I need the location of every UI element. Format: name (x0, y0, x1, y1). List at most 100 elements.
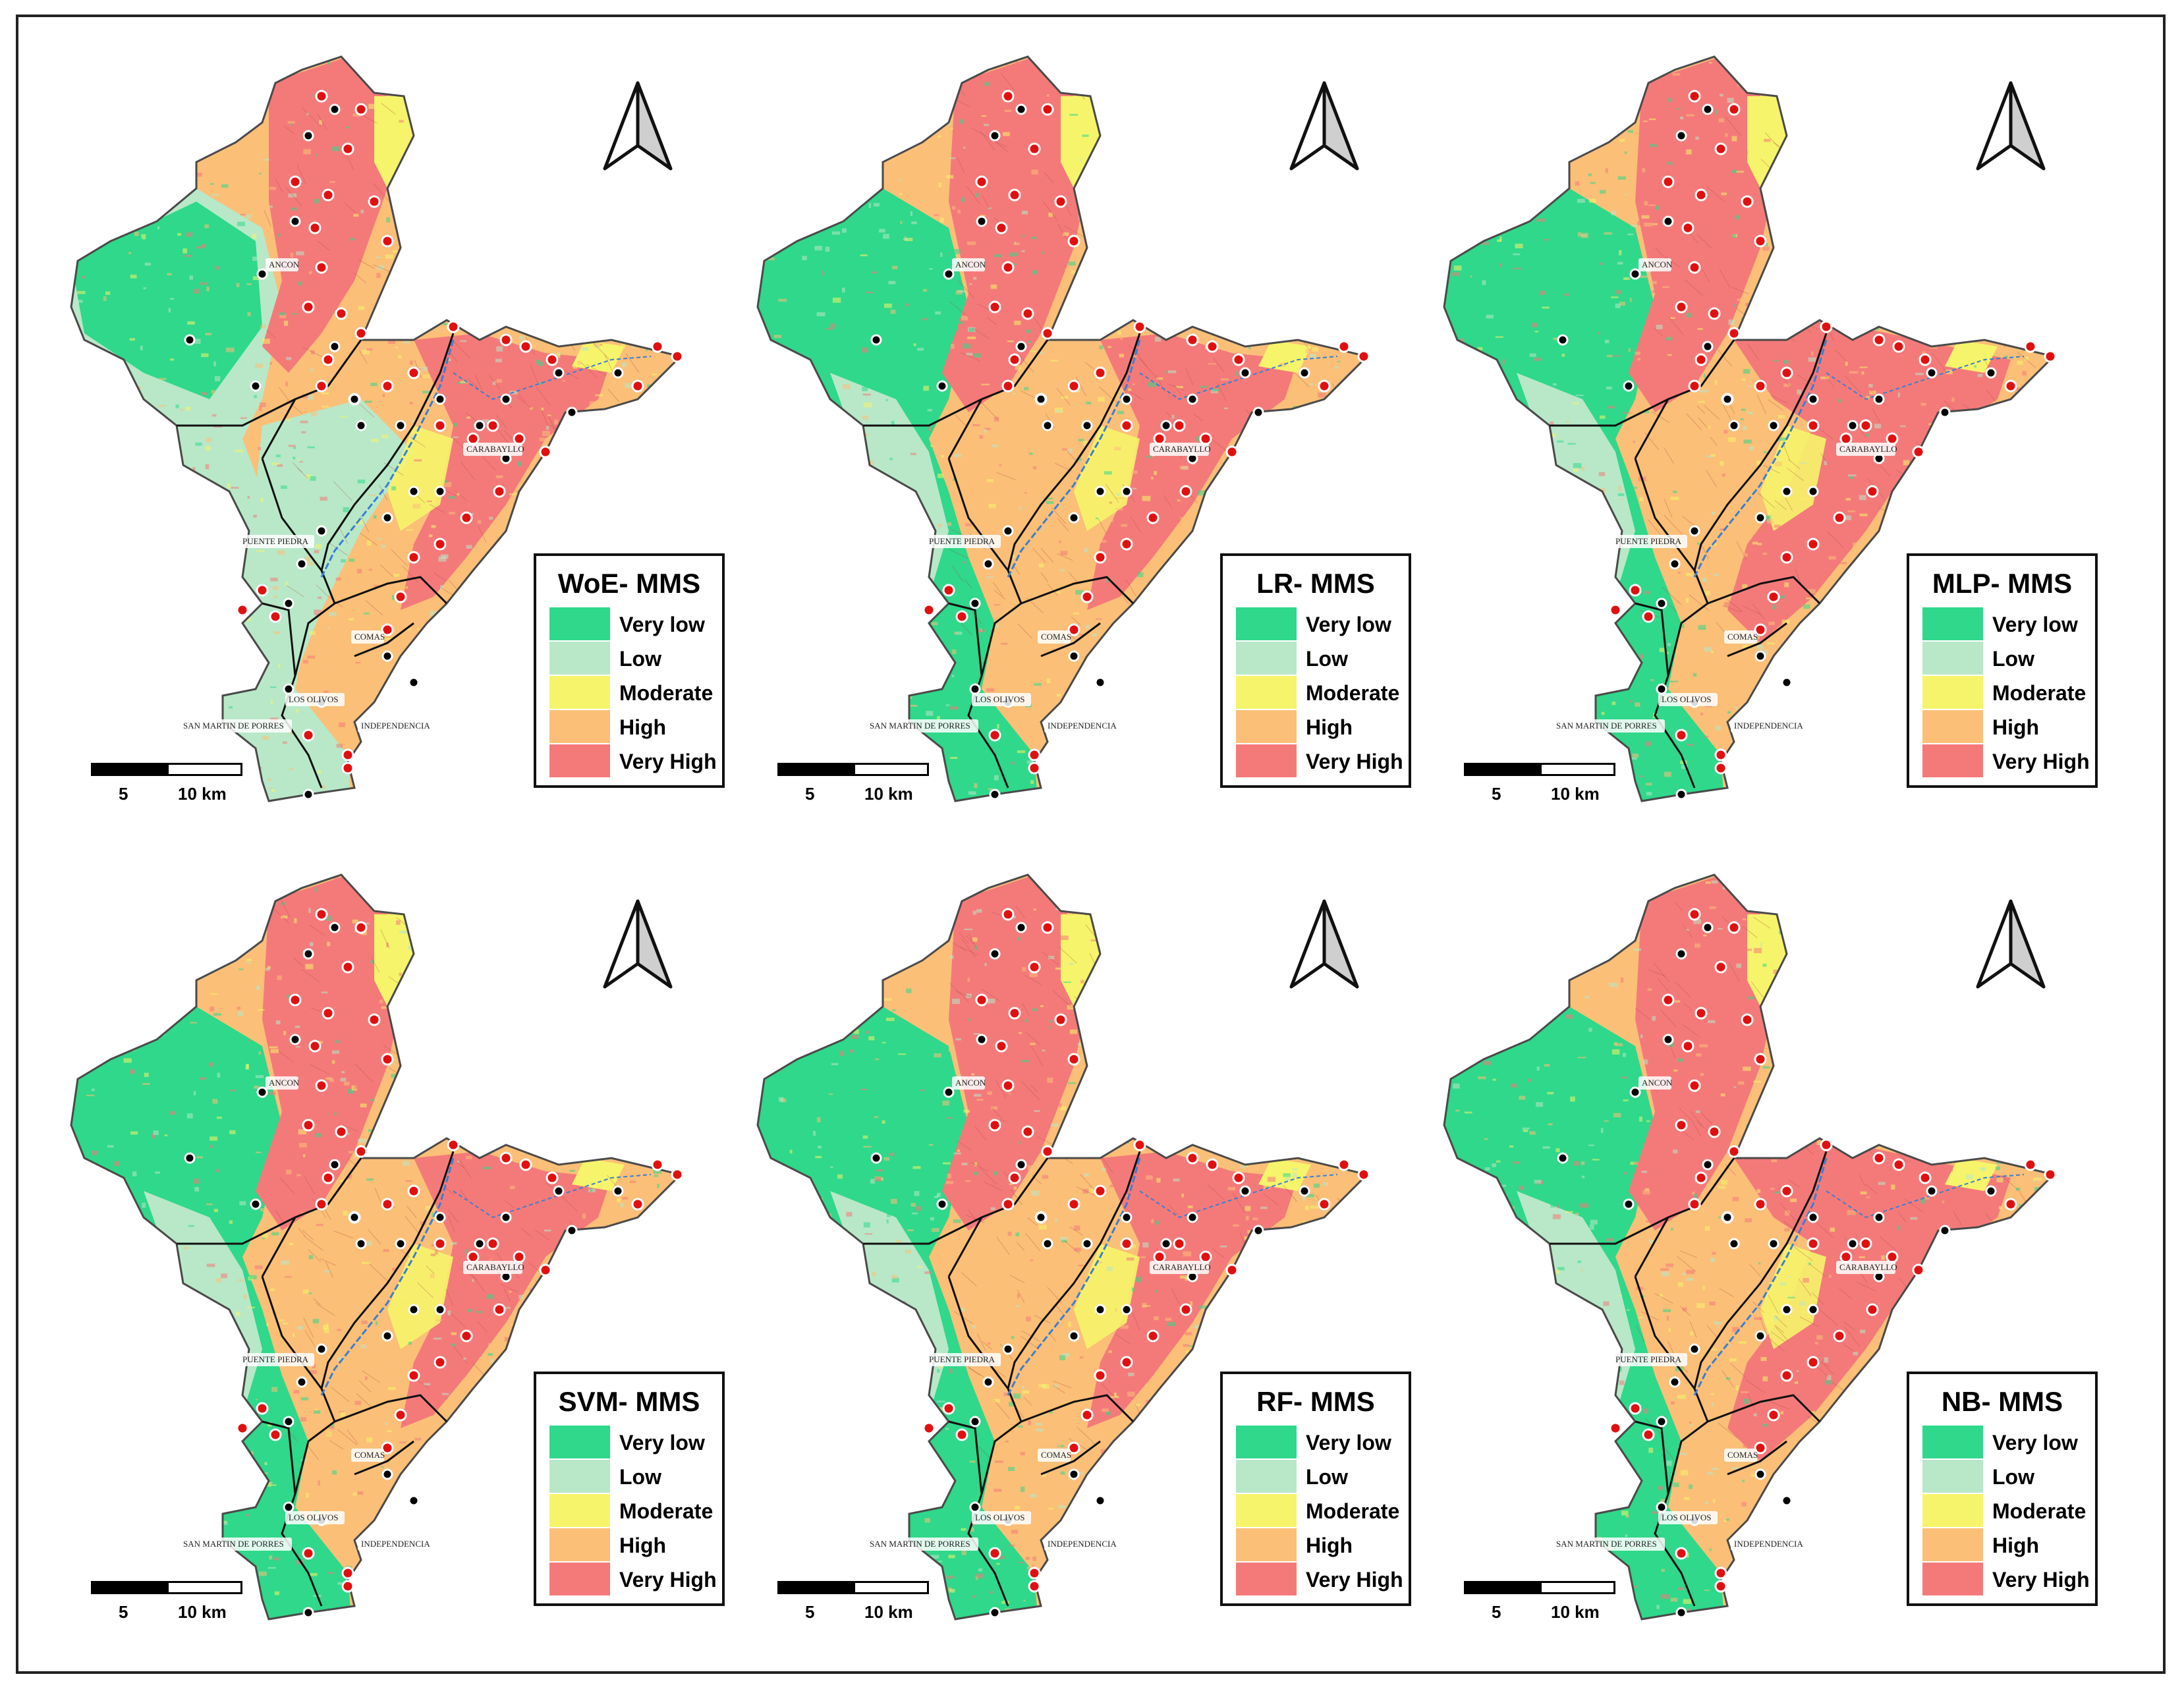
landslide-point (1153, 432, 1166, 445)
legend-swatch (1922, 1528, 1983, 1561)
non-landslide-point (1926, 367, 1938, 379)
legend-label: High (619, 1534, 667, 1557)
non-landslide-point (1557, 1152, 1569, 1164)
landslide-point (1833, 511, 1846, 524)
non-landslide-point (434, 393, 446, 405)
landslide-point (942, 1402, 955, 1415)
legend-label: Very High (619, 750, 717, 773)
non-landslide-point (1629, 1086, 1641, 1098)
non-landslide-point (1926, 1185, 1938, 1197)
legend-item: Low (1236, 642, 1407, 676)
legend-swatch (549, 1528, 610, 1561)
legend-label: Very High (1992, 1568, 2090, 1592)
scale-bar: 5 10 km (777, 763, 929, 804)
scale-bar-white-segment (1540, 1581, 1615, 1594)
landslide-point (354, 921, 368, 934)
landslide-point (315, 90, 328, 103)
landslide-point (256, 1402, 269, 1415)
non-landslide-point (1068, 1330, 1080, 1342)
legend-swatch (549, 1563, 610, 1595)
figure-frame: ANCON CARABAYLLO PUENTE PIEDRA COMAS LOS OLI… (16, 14, 2166, 1674)
landslide-point (315, 1198, 328, 1211)
non-landslide-point (355, 1238, 367, 1250)
landslide-point (394, 1408, 407, 1422)
non-landslide-point (381, 512, 393, 524)
legend-item: Moderate (1922, 676, 2094, 710)
landslide-point (1727, 1145, 1741, 1158)
non-landslide-point (395, 1238, 406, 1250)
map-legend: MLP- MMS Very low Low Moderate High Very High (1907, 553, 2098, 788)
landslide-point (1067, 379, 1080, 393)
non-landslide-point (1160, 1238, 1172, 1250)
landslide-point (407, 1369, 420, 1382)
scale-label-right: 10 km (178, 784, 227, 804)
scale-label-left: 5 (1492, 1602, 1501, 1622)
place-label-san-martin: SAN MARTIN DE PORRES (183, 721, 284, 731)
landslide-point (1675, 1547, 1688, 1560)
legend-title: WoE- MMS (557, 568, 701, 599)
landslide-point (1067, 1441, 1080, 1455)
place-label-puente-piedra: PUENTE PIEDRA (929, 536, 995, 546)
legend-label: Moderate (619, 681, 714, 705)
legend-label: Very low (1992, 613, 2078, 636)
place-label-comas: COMAS (1041, 1450, 1071, 1460)
legend-swatch (549, 676, 610, 709)
non-landslide-point (1002, 1343, 1014, 1355)
legend-label: Very low (1992, 1431, 2078, 1455)
landslide-point (322, 353, 335, 366)
place-label-ancon: ANCON (1642, 1078, 1673, 1088)
legend-swatch (1922, 676, 1983, 709)
legend-label: Moderate (1306, 681, 1400, 705)
landslide-point (1662, 175, 1675, 188)
non-landslide-point (612, 1185, 624, 1197)
scale-label-right: 10 km (1551, 1602, 1600, 1622)
non-landslide-point (1728, 1238, 1740, 1250)
landslide-point (2044, 1168, 2057, 1181)
landslide-point (1714, 762, 1727, 775)
scale-label-left: 5 (805, 1602, 815, 1622)
landslide-point (519, 340, 532, 353)
non-landslide-point (553, 367, 565, 379)
legend-label: Moderate (1992, 681, 2086, 705)
map-panel: ANCON CARABAYLLO PUENTE PIEDRA COMAS LOS OLI… (731, 30, 1449, 847)
non-landslide-point (184, 334, 196, 346)
legend-item: High (1922, 710, 2094, 744)
legend-title: MLP- MMS (1932, 568, 2073, 599)
scale-label-right: 10 km (1551, 784, 1600, 804)
scale-bar-black-segment (777, 763, 853, 776)
non-landslide-point (329, 103, 341, 115)
landslide-point (988, 1119, 1001, 1132)
north-arrow-icon (1289, 81, 1359, 171)
non-landslide-point (329, 1159, 341, 1171)
landslide-point (1199, 1250, 1212, 1263)
legend-swatch (1922, 607, 1983, 640)
non-landslide-point (1669, 558, 1681, 570)
landslide-point (447, 320, 460, 333)
susceptibility-map: ANCON CARABAYLLO PUENTE PIEDRA COMAS LOS OLI… (756, 55, 1370, 802)
landslide-point (651, 1158, 664, 1171)
legend-swatch (1236, 676, 1297, 709)
landslide-point (1780, 551, 1793, 564)
susceptibility-map: ANCON CARABAYLLO PUENTE PIEDRA COMAS LOS OLI… (70, 55, 684, 802)
landslide-point (1041, 327, 1054, 340)
legend-item: Very low (549, 1426, 721, 1460)
non-landslide-point (1121, 1211, 1133, 1223)
legend-item: Very High (549, 744, 721, 779)
non-landslide-point (1656, 683, 1667, 695)
non-landslide-point (1068, 512, 1080, 524)
landslide-point (1094, 1184, 1107, 1198)
non-landslide-point (256, 268, 268, 280)
landslide-point (2024, 1158, 2037, 1171)
landslide-point (1642, 610, 1655, 623)
legend-swatch (1236, 607, 1297, 640)
place-label-carabayllo: CARABAYLLO (466, 1262, 524, 1272)
scale-label-right: 10 km (864, 784, 913, 804)
landslide-point (1727, 921, 1741, 934)
landslide-point (1727, 103, 1741, 116)
legend-label: Low (1992, 1465, 2034, 1489)
non-landslide-point (1675, 130, 1687, 142)
non-landslide-point (500, 393, 512, 405)
place-label-comas: COMAS (1727, 632, 1758, 642)
non-landslide-point (553, 1185, 565, 1197)
non-landslide-point (1299, 367, 1310, 379)
